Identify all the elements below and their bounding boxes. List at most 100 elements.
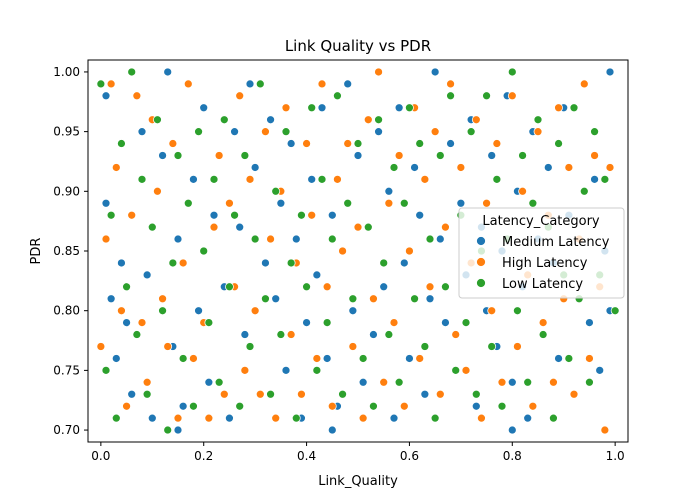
scatter-point bbox=[394, 103, 404, 113]
scatter-point bbox=[471, 115, 481, 125]
scatter-point bbox=[369, 401, 378, 411]
scatter-point bbox=[405, 103, 414, 113]
scatter-point bbox=[178, 354, 188, 363]
scatter-point bbox=[225, 282, 234, 292]
scatter-point bbox=[266, 389, 275, 399]
scatter-point bbox=[492, 139, 502, 148]
scatter-point bbox=[415, 354, 425, 363]
scatter-point bbox=[579, 186, 589, 196]
scatter-point bbox=[513, 306, 522, 316]
scatter-point bbox=[255, 79, 265, 89]
scatter-point bbox=[435, 234, 445, 244]
scatter-point bbox=[507, 425, 517, 435]
scatter-point bbox=[549, 377, 558, 387]
scatter-point bbox=[564, 163, 574, 172]
scatter-point bbox=[199, 246, 209, 256]
scatter-point bbox=[487, 151, 497, 160]
scatter-point bbox=[456, 163, 466, 172]
scatter-point bbox=[142, 377, 152, 387]
y-tick-label: 0.90 bbox=[53, 184, 80, 198]
scatter-point bbox=[554, 139, 563, 148]
scatter-point bbox=[435, 151, 445, 160]
scatter-point bbox=[312, 270, 322, 280]
scatter-point bbox=[600, 174, 610, 184]
scatter-point bbox=[343, 198, 353, 208]
scatter-point bbox=[291, 234, 301, 244]
x-tick-label: 0.0 bbox=[91, 449, 110, 463]
scatter-point bbox=[173, 413, 183, 423]
scatter-point bbox=[327, 425, 337, 435]
scatter-point bbox=[394, 377, 404, 387]
scatter-point bbox=[235, 91, 245, 101]
scatter-point bbox=[492, 174, 502, 184]
scatter-point bbox=[569, 103, 579, 113]
scatter-point bbox=[477, 413, 486, 423]
scatter-point bbox=[569, 389, 579, 399]
scatter-point bbox=[528, 198, 538, 208]
scatter-point bbox=[173, 151, 183, 160]
scatter-point bbox=[117, 139, 126, 148]
scatter-point bbox=[384, 330, 394, 339]
scatter-point bbox=[271, 186, 281, 196]
scatter-point bbox=[523, 377, 533, 387]
scatter-point bbox=[142, 389, 152, 399]
scatter-point bbox=[358, 377, 368, 387]
scatter-point bbox=[101, 365, 111, 375]
scatter-point bbox=[204, 377, 214, 387]
scatter-point bbox=[487, 342, 497, 351]
scatter-point bbox=[327, 210, 337, 220]
scatter-point bbox=[425, 282, 435, 292]
chart-title: Link Quality vs PDR bbox=[285, 37, 431, 55]
scatter-point bbox=[163, 425, 173, 435]
scatter-point bbox=[441, 222, 450, 232]
x-tick-label: 0.2 bbox=[194, 449, 213, 463]
x-axis-ticks: 0.0 0.2 0.4 0.6 0.8 1.0 bbox=[91, 442, 625, 463]
scatter-point bbox=[307, 174, 317, 184]
scatter-point bbox=[389, 163, 399, 172]
scatter-point bbox=[281, 365, 291, 375]
scatter-point bbox=[513, 342, 522, 351]
scatter-point bbox=[225, 198, 234, 208]
scatter-point bbox=[286, 258, 296, 268]
legend-marker bbox=[476, 236, 486, 246]
scatter-point bbox=[430, 413, 440, 423]
scatter-point bbox=[117, 258, 126, 268]
scatter-point bbox=[291, 413, 301, 423]
scatter-point bbox=[358, 354, 368, 363]
y-tick-label: 0.70 bbox=[53, 423, 80, 437]
scatter-point bbox=[189, 174, 198, 184]
scatter-point bbox=[410, 294, 419, 304]
scatter-point bbox=[394, 151, 404, 160]
scatter-point bbox=[132, 330, 142, 339]
legend: Latency_Category Medium Latency High Late… bbox=[458, 207, 625, 299]
scatter-point bbox=[142, 270, 152, 280]
scatter-point bbox=[461, 365, 471, 375]
legend-title: Latency_Category bbox=[482, 214, 600, 229]
scatter-point bbox=[471, 401, 481, 411]
scatter-point bbox=[379, 282, 389, 292]
scatter-point bbox=[456, 198, 466, 208]
y-axis-ticks: 0.70 0.75 0.80 0.85 0.90 0.95 1.00 bbox=[53, 65, 88, 437]
scatter-point bbox=[605, 67, 615, 77]
scatter-point bbox=[507, 91, 517, 101]
scatter-point bbox=[317, 103, 327, 113]
scatter-point bbox=[261, 258, 270, 268]
scatter-point bbox=[374, 127, 383, 137]
scatter-point bbox=[286, 139, 296, 148]
scatter-point bbox=[538, 330, 548, 339]
scatter-point bbox=[214, 377, 224, 387]
scatter-point bbox=[348, 342, 358, 351]
scatter-point bbox=[96, 342, 106, 351]
scatter-point bbox=[122, 318, 131, 327]
legend-label: Medium Latency bbox=[502, 235, 610, 250]
scatter-point bbox=[425, 294, 435, 304]
scatter-point bbox=[369, 330, 378, 339]
scatter-point bbox=[554, 103, 563, 113]
scatter-point bbox=[266, 115, 275, 125]
scatter-point bbox=[585, 354, 594, 363]
scatter-point bbox=[420, 342, 430, 351]
y-tick-label: 0.75 bbox=[53, 363, 80, 377]
scatter-point bbox=[163, 67, 173, 77]
scatter-point bbox=[127, 210, 137, 220]
scatter-point bbox=[281, 103, 291, 113]
